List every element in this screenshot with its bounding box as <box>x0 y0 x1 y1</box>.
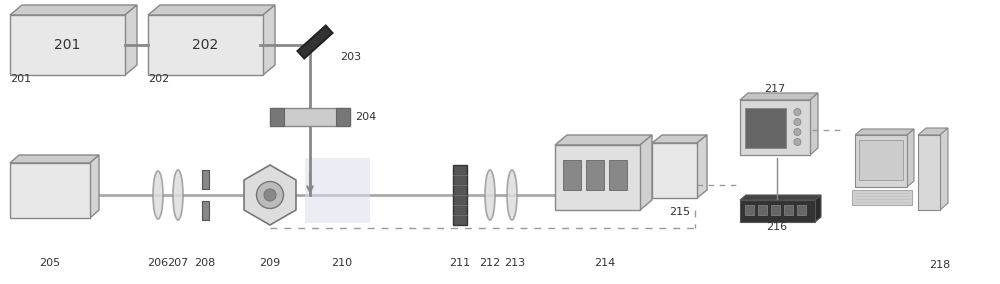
Circle shape <box>794 139 801 145</box>
Text: 217: 217 <box>764 84 786 94</box>
Polygon shape <box>940 128 948 210</box>
Bar <box>305 158 370 223</box>
Ellipse shape <box>153 171 163 219</box>
Bar <box>758 205 767 215</box>
Bar <box>563 160 581 190</box>
Text: 207: 207 <box>167 258 189 268</box>
Text: 202: 202 <box>192 38 219 52</box>
Circle shape <box>794 108 801 116</box>
Text: 201: 201 <box>10 74 31 84</box>
Ellipse shape <box>485 170 495 220</box>
Bar <box>202 201 208 220</box>
Polygon shape <box>125 5 137 75</box>
Text: 212: 212 <box>479 258 501 268</box>
Text: 214: 214 <box>594 258 616 268</box>
Text: 215: 215 <box>669 207 691 217</box>
Text: 208: 208 <box>194 258 216 268</box>
Text: 209: 209 <box>259 258 281 268</box>
Ellipse shape <box>507 170 517 220</box>
Bar <box>652 143 697 198</box>
Bar <box>745 205 754 215</box>
Polygon shape <box>907 129 914 187</box>
Bar <box>586 160 604 190</box>
Bar <box>453 165 467 225</box>
Bar <box>10 163 90 218</box>
Circle shape <box>264 189 276 201</box>
Bar <box>745 108 786 148</box>
Text: 205: 205 <box>39 258 61 268</box>
Text: 201: 201 <box>54 38 81 52</box>
Ellipse shape <box>173 170 183 220</box>
Bar <box>609 160 627 190</box>
Bar <box>855 135 907 187</box>
Bar <box>859 140 903 180</box>
Bar <box>202 170 208 189</box>
Polygon shape <box>263 5 275 75</box>
Polygon shape <box>810 93 818 155</box>
Circle shape <box>256 181 284 208</box>
Bar <box>740 100 810 155</box>
Text: 211: 211 <box>449 258 471 268</box>
Polygon shape <box>555 135 652 145</box>
Text: 210: 210 <box>331 258 353 268</box>
Polygon shape <box>90 155 99 218</box>
Text: 218: 218 <box>929 260 951 270</box>
Polygon shape <box>697 135 707 198</box>
Bar <box>148 15 263 75</box>
Text: 203: 203 <box>340 52 361 62</box>
Polygon shape <box>10 5 137 15</box>
Bar <box>771 205 780 215</box>
Text: 213: 213 <box>504 258 526 268</box>
Polygon shape <box>640 135 652 210</box>
Polygon shape <box>740 93 818 100</box>
Text: 202: 202 <box>148 74 169 84</box>
Bar <box>918 135 940 210</box>
Bar <box>797 205 806 215</box>
Bar <box>852 190 912 205</box>
Circle shape <box>794 118 801 126</box>
Bar <box>740 200 815 222</box>
Text: 204: 204 <box>355 112 376 122</box>
Bar <box>555 145 640 210</box>
Bar <box>784 205 793 215</box>
Polygon shape <box>855 129 914 135</box>
Text: 206: 206 <box>147 258 169 268</box>
Bar <box>270 108 284 126</box>
Polygon shape <box>244 165 296 225</box>
Bar <box>270 108 350 126</box>
Bar <box>336 108 350 126</box>
Text: 216: 216 <box>766 222 788 232</box>
Bar <box>10 15 125 75</box>
Polygon shape <box>918 128 948 135</box>
Polygon shape <box>740 195 821 200</box>
Polygon shape <box>298 26 332 59</box>
Circle shape <box>794 128 801 135</box>
Polygon shape <box>10 155 99 163</box>
Polygon shape <box>815 195 821 222</box>
Polygon shape <box>652 135 707 143</box>
Polygon shape <box>148 5 275 15</box>
